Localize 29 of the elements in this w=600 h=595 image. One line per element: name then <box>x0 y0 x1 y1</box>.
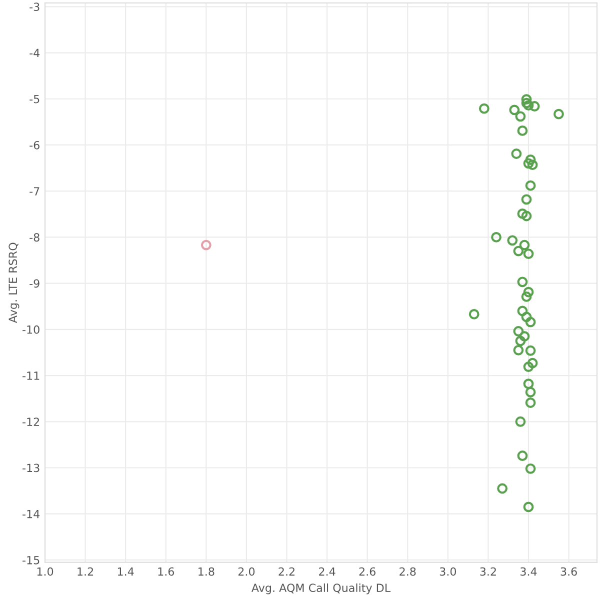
y-axis-title: Avg. LTE RSRQ <box>8 242 20 323</box>
x-tick-label: 2.0 <box>238 567 255 576</box>
y-tick-label: -14 <box>22 510 40 518</box>
y-tick-label: -5 <box>30 95 40 104</box>
y-tick-label: -4 <box>30 48 40 57</box>
y-tick-label: -9 <box>30 279 40 288</box>
x-tick-label: 2.6 <box>359 567 376 576</box>
x-axis-title: Avg. AQM Call Quality DL <box>252 583 391 594</box>
x-tick-label: 1.2 <box>78 567 94 576</box>
y-tick-label: -15 <box>22 556 40 564</box>
x-tick-label: 2.2 <box>278 567 294 576</box>
y-tick-label: -11 <box>22 372 40 380</box>
x-tick-label: 1.4 <box>118 567 134 576</box>
x-tick-label: 2.8 <box>400 567 416 576</box>
y-tick-label: -6 <box>30 140 40 150</box>
y-tick-label: -12 <box>22 418 40 426</box>
x-tick-label: 3.6 <box>560 567 577 576</box>
x-tick-label: 1.0 <box>37 567 54 576</box>
y-tick-label: -7 <box>30 187 40 196</box>
x-tick-label: 3.4 <box>520 567 537 576</box>
x-tick-label: 3.2 <box>480 567 496 576</box>
y-tick-label: -8 <box>30 233 40 242</box>
y-tick-label: -13 <box>22 464 40 472</box>
y-tick-label: -3 <box>30 2 40 12</box>
x-tick-label: 3.0 <box>440 567 456 576</box>
x-tick-label: 1.6 <box>158 567 174 576</box>
x-tick-label: 2.4 <box>319 567 336 576</box>
y-tick-label: -10 <box>22 325 40 334</box>
x-tick-label: 1.8 <box>198 567 214 576</box>
